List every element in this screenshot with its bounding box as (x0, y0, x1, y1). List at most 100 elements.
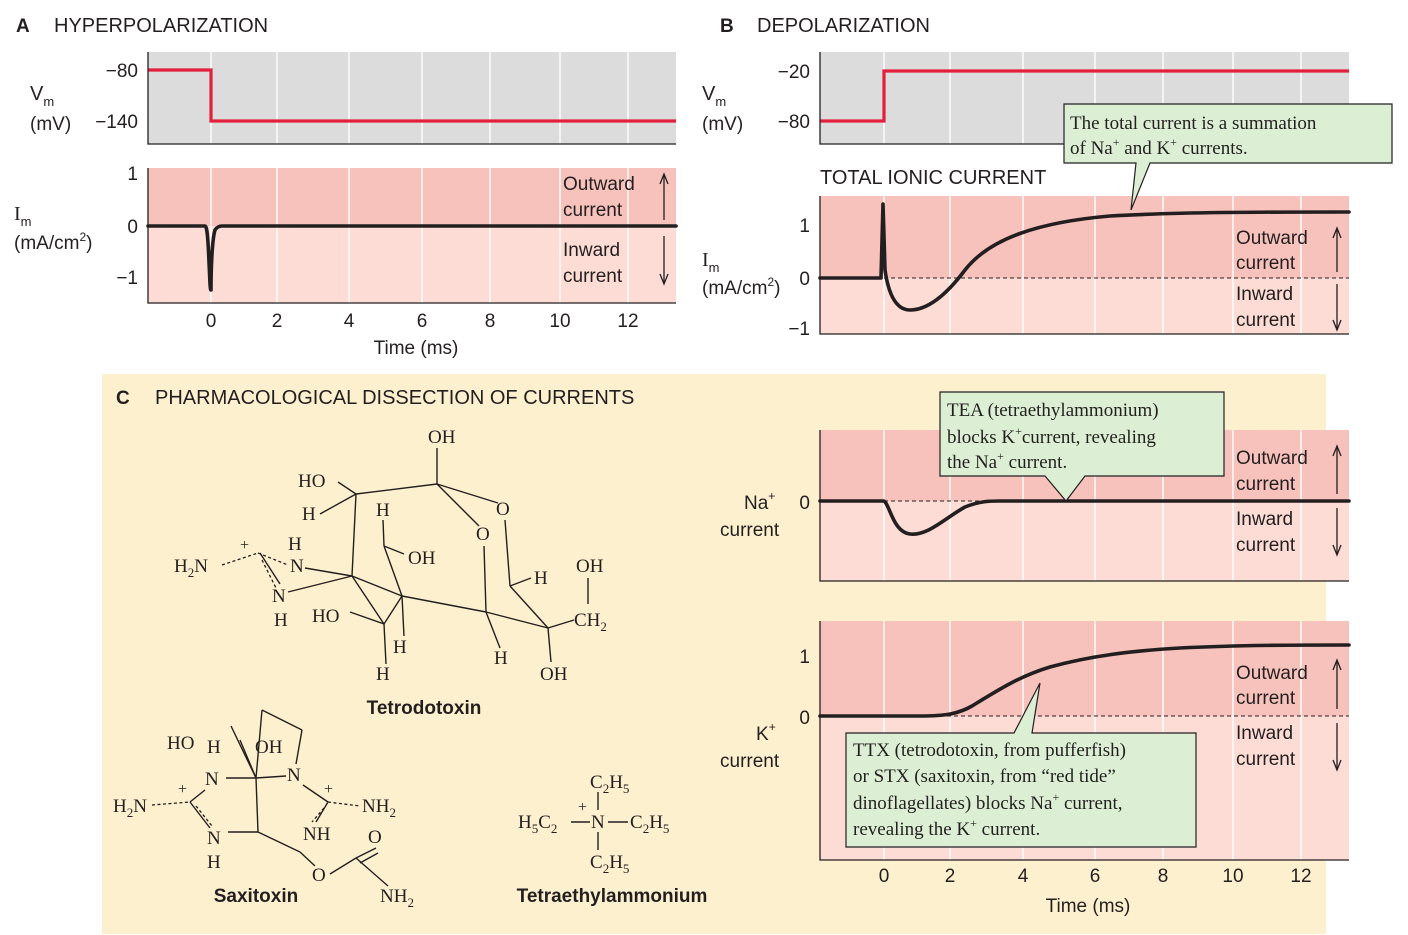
panel-b-callout: The total current is a summation of Na+ … (1063, 103, 1393, 211)
panel-b-im-tick-1: 1 (799, 216, 810, 237)
panel-c-x-tick-8: 8 (1158, 866, 1169, 887)
panel-a-inward-arrow (659, 236, 669, 286)
panel-b-im-tick-3: −1 (788, 319, 810, 340)
svg-text:HO: HO (167, 733, 194, 754)
svg-text:H: H (288, 534, 302, 555)
panel-c-k-label: K+ (756, 720, 776, 745)
panel-c-k-axis (819, 621, 1349, 861)
ttx-callout-line3: dinoflagellates) blocks Na+ current, (853, 790, 1123, 814)
svg-text:+: + (178, 781, 187, 798)
panel-c-k-outward-arrow (1332, 658, 1342, 709)
panel-b-outward-line1: Outward (1236, 228, 1308, 249)
panel-a-voltage-bg (148, 52, 676, 144)
panel-b-im-label: Im (702, 249, 720, 275)
svg-text:H: H (376, 664, 390, 685)
panel-c-x-tick-12: 12 (1290, 866, 1311, 887)
panel-a-inward-line1: Inward (563, 240, 620, 261)
panel-c: C PHARMACOLOGICAL DISSECTION OF CURRENTS… (102, 374, 1351, 934)
panel-b-inward-arrow (1332, 284, 1342, 332)
svg-text:OH: OH (408, 548, 436, 569)
panel-a-vm-tick-2: −140 (95, 112, 138, 133)
panel-a-voltage-grid (210, 52, 629, 144)
ttx-callout-line1: TTX (tetrodotoxin, from pufferfish) (853, 740, 1126, 761)
panel-c-na-inward-arrow (1332, 508, 1342, 557)
panel-c-na-inward-line1: Inward (1236, 509, 1293, 530)
panel-c-na-outward-arrow (1332, 444, 1342, 494)
panel-a-x-label: Time (ms) (374, 338, 459, 359)
panel-a-voltage-trace (148, 68, 676, 123)
panel-c-k-label-current: current (720, 751, 780, 772)
panel-b: B DEPOLARIZATION −20 −80 Vm (mV) TOTAL I… (702, 15, 1393, 340)
panel-b-vm-unit: (mV) (702, 114, 743, 135)
svg-text:O: O (476, 524, 490, 545)
panel-a-title: HYPERPOLARIZATION (54, 15, 268, 37)
panel-a-outward-line1: Outward (563, 174, 635, 195)
svg-text:OH: OH (540, 664, 568, 685)
panel-c-letter: C (116, 388, 130, 409)
panel-b-subtitle: TOTAL IONIC CURRENT (820, 167, 1046, 189)
svg-text:N: N (290, 556, 304, 577)
panel-c-na-outward-line1: Outward (1236, 448, 1308, 469)
svg-text:O: O (496, 499, 510, 520)
panel-c-k-trace (818, 643, 1351, 718)
tea-callout-line2: blocks K+current, revealing (947, 424, 1156, 448)
panel-c-k-tick-0: 0 (799, 708, 810, 729)
panel-a-outward-arrow (659, 172, 669, 220)
svg-text:NH: NH (303, 824, 331, 845)
svg-text:+: + (324, 781, 333, 798)
svg-text:C2H5: C2H5 (630, 812, 669, 836)
panel-c-na-axis (819, 430, 1349, 582)
tetrodotoxin-structure: OH HO H H O H + O OH H2N N H OH N H HO H… (174, 427, 607, 719)
svg-text:O: O (312, 865, 326, 886)
panel-a-im-unit: (mA/cm2) (14, 230, 92, 254)
tea-callout-line3: the Na+ current. (947, 449, 1067, 473)
panel-b-outward-region (820, 196, 1349, 278)
svg-text:OH: OH (576, 556, 604, 577)
svg-text:N: N (287, 765, 301, 786)
svg-text:N: N (205, 769, 219, 790)
panel-a-im-tick-3: −1 (116, 268, 138, 289)
panel-a-voltage-axis (147, 52, 676, 145)
svg-text:N: N (591, 812, 605, 833)
panel-b-inward-line2: current (1236, 310, 1296, 331)
panel-c-na-inward-line2: current (1236, 535, 1296, 556)
ttx-callout-line4: revealing the K+ current. (853, 816, 1040, 840)
panel-b-voltage-trace (820, 69, 1349, 123)
tea-structure: C2H5 + H5C2 N C2H5 C2H5 Tetraethylammoni… (517, 772, 708, 907)
svg-text:H: H (393, 637, 407, 658)
svg-text:H: H (207, 737, 221, 758)
panel-a-x-tick-2: 2 (272, 311, 283, 332)
panel-c-k-outward-region (820, 621, 1349, 716)
tea-callout: TEA (tetraethylammonium) blocks K+curren… (939, 391, 1225, 502)
saxitoxin-structure: HO H OH + N N + H2N NH2 NH O N H O NH2 (113, 709, 414, 910)
panel-c-x-tick-2: 2 (945, 866, 956, 887)
panel-a-x-tick-4: 4 (344, 311, 355, 332)
tea-callout-line1: TEA (tetraethylammonium) (947, 400, 1159, 421)
panel-b-callout-line1: The total current is a summation (1070, 113, 1317, 134)
panel-c-k-tick-1: 1 (799, 647, 810, 668)
panel-a-current-trace (146, 224, 678, 292)
panel-b-current-grid (883, 196, 1302, 334)
panel-c-na-tick-0: 0 (799, 493, 810, 514)
svg-text:OH: OH (255, 737, 283, 758)
panel-b-current-trace (818, 202, 1351, 312)
panel-a-outward-region (148, 168, 676, 226)
svg-text:H: H (302, 504, 316, 525)
panel-b-title: DEPOLARIZATION (757, 15, 930, 37)
svg-text:+: + (578, 799, 587, 816)
panel-b-im-tick-2: 0 (799, 269, 810, 290)
svg-text:+: + (240, 537, 249, 554)
panel-c-na-inward-region (820, 501, 1349, 581)
panel-c-na-trace (818, 499, 1351, 536)
panel-b-vm-tick-1: −20 (778, 62, 810, 83)
panel-b-im-unit: (mA/cm2) (702, 275, 780, 299)
svg-text:HO: HO (298, 471, 325, 492)
panel-c-x-tick-6: 6 (1090, 866, 1101, 887)
svg-text:H5C2: H5C2 (518, 812, 557, 836)
panel-a-x-tick-8: 8 (485, 311, 496, 332)
svg-text:HO: HO (312, 606, 339, 627)
panel-c-k-outward-line2: current (1236, 688, 1296, 709)
panel-b-vm-label: Vm (702, 83, 726, 109)
panel-b-letter: B (720, 16, 734, 37)
panel-c-x-tick-10: 10 (1222, 866, 1243, 887)
